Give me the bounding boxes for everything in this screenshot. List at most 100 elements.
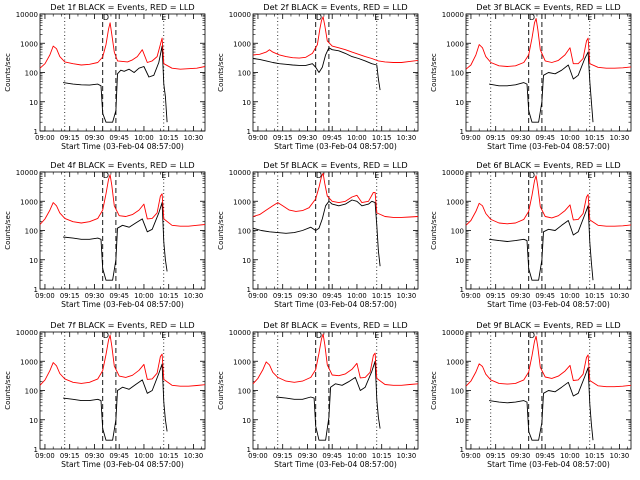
y-tick-label: 10000: [16, 169, 38, 177]
x-tick-label: 10:00: [134, 452, 154, 460]
flag-marker: E: [374, 171, 379, 180]
events-series-line: [489, 367, 594, 441]
x-axis-label: Start Time (03-Feb-04 08:57:00): [274, 460, 397, 469]
x-tick-label: 10:30: [610, 134, 630, 142]
y-tick-label: 1000: [20, 358, 38, 366]
y-tick-label: 1: [34, 446, 38, 454]
x-tick-label: 09:45: [109, 292, 129, 300]
y-tick-label: 10000: [442, 329, 464, 337]
y-tick-label: 1000: [20, 198, 38, 206]
y-tick-label: 10000: [229, 11, 251, 19]
x-tick-label: 10:30: [184, 292, 204, 300]
plot-title: Det 4f BLACK = Events, RED = LLD: [50, 160, 194, 170]
plot-title: Det 3f BLACK = Events, RED = LLD: [476, 2, 620, 12]
plot-title: Det 9f BLACK = Events, RED = LLD: [476, 320, 620, 330]
y-tick-label: 1000: [446, 198, 464, 206]
subplot-8: Det 8f BLACK = Events, RED = LLD 1 10 100 10…: [217, 320, 419, 469]
lld-series-line: [252, 16, 419, 63]
y-tick-label: 1: [247, 286, 251, 294]
x-tick-label: 10:30: [397, 134, 417, 142]
y-tick-label: 10000: [442, 169, 464, 177]
x-axis-label: Start Time (03-Feb-04 08:57:00): [487, 300, 610, 309]
x-tick-label: 09:15: [486, 292, 506, 300]
y-tick-label: 100: [238, 388, 251, 396]
y-tick-label: 1000: [446, 40, 464, 48]
x-axis-label: Start Time (03-Feb-04 08:57:00): [61, 460, 184, 469]
y-axis-label: Counts/sec: [4, 53, 12, 92]
flag-marker: E: [161, 13, 166, 22]
x-tick-label: 10:15: [159, 134, 179, 142]
lld-series-line: [39, 174, 206, 227]
subplot-6: Det 6f BLACK = Events, RED = LLD 1 10 100 10…: [430, 160, 632, 309]
x-tick-label: 09:45: [109, 452, 129, 460]
events-series-line: [252, 199, 381, 267]
x-tick-label: 09:45: [322, 292, 342, 300]
x-tick-label: 09:15: [60, 452, 80, 460]
flag-marker: D: [316, 171, 322, 180]
subplot-9: Det 9f BLACK = Events, RED = LLD 1 10 100 10…: [430, 320, 632, 469]
x-tick-label: 10:00: [560, 292, 580, 300]
lld-series-line: [465, 175, 632, 227]
y-tick-label: 10: [29, 99, 38, 107]
x-tick-label: 09:00: [248, 452, 268, 460]
x-tick-label: 09:00: [35, 134, 55, 142]
x-axis-label: Start Time (03-Feb-04 08:57:00): [274, 142, 397, 151]
flag-marker: E: [161, 331, 166, 340]
x-tick-label: 09:15: [486, 134, 506, 142]
y-tick-label: 1: [34, 128, 38, 136]
x-tick-label: 09:00: [461, 134, 481, 142]
lld-series-line: [465, 335, 632, 388]
y-axis-label: Counts/sec: [430, 211, 438, 250]
x-axis-label: Start Time (03-Feb-04 08:57:00): [61, 300, 184, 309]
x-tick-label: 09:15: [273, 292, 293, 300]
y-tick-label: 10000: [229, 329, 251, 337]
y-tick-label: 1: [460, 128, 464, 136]
x-axis-label: Start Time (03-Feb-04 08:57:00): [61, 142, 184, 151]
y-tick-label: 1: [460, 286, 464, 294]
events-series-line: [63, 45, 168, 123]
y-tick-label: 1: [247, 446, 251, 454]
x-tick-label: 10:15: [372, 452, 392, 460]
x-tick-label: 09:30: [85, 292, 105, 300]
x-tick-label: 09:45: [322, 134, 342, 142]
subplot-7: Det 7f BLACK = Events, RED = LLD 1 10 100 10…: [4, 320, 206, 469]
plot-title: Det 8f BLACK = Events, RED = LLD: [263, 320, 407, 330]
x-tick-label: 09:30: [511, 292, 531, 300]
y-tick-label: 10: [242, 417, 251, 425]
x-tick-label: 10:15: [159, 292, 179, 300]
y-tick-label: 1: [34, 286, 38, 294]
plot-title: Det 5f BLACK = Events, RED = LLD: [263, 160, 407, 170]
x-tick-label: 09:30: [85, 134, 105, 142]
y-tick-label: 10: [29, 417, 38, 425]
x-tick-label: 10:15: [159, 452, 179, 460]
flag-marker: D: [529, 13, 535, 22]
x-tick-label: 09:45: [535, 134, 555, 142]
y-tick-label: 100: [451, 70, 464, 78]
x-tick-label: 09:30: [85, 452, 105, 460]
y-axis-label: Counts/sec: [4, 211, 12, 250]
x-tick-label: 09:00: [248, 134, 268, 142]
flag-marker: E: [161, 171, 166, 180]
x-axis-label: Start Time (03-Feb-04 08:57:00): [274, 300, 397, 309]
plot-title: Det 6f BLACK = Events, RED = LLD: [476, 160, 620, 170]
plot-title: Det 1f BLACK = Events, RED = LLD: [50, 2, 194, 12]
flag-marker: E: [587, 13, 592, 22]
flag-marker: D: [529, 171, 535, 180]
y-tick-label: 100: [238, 228, 251, 236]
subplot-1: Det 1f BLACK = Events, RED = LLD 1 10 100 10…: [4, 2, 206, 151]
y-tick-label: 1: [460, 446, 464, 454]
x-tick-label: 09:00: [461, 452, 481, 460]
y-tick-label: 100: [25, 228, 38, 236]
x-tick-label: 09:15: [273, 134, 293, 142]
x-tick-label: 10:00: [347, 134, 367, 142]
plot-title: Det 7f BLACK = Events, RED = LLD: [50, 320, 194, 330]
flag-marker: E: [587, 171, 592, 180]
y-tick-label: 10: [455, 417, 464, 425]
x-tick-label: 10:15: [585, 452, 605, 460]
events-series-line: [489, 51, 594, 123]
y-tick-label: 1000: [233, 198, 251, 206]
x-tick-label: 09:15: [273, 452, 293, 460]
plot-title: Det 2f BLACK = Events, RED = LLD: [263, 2, 407, 12]
y-tick-label: 10000: [16, 11, 38, 19]
x-tick-label: 10:00: [347, 292, 367, 300]
